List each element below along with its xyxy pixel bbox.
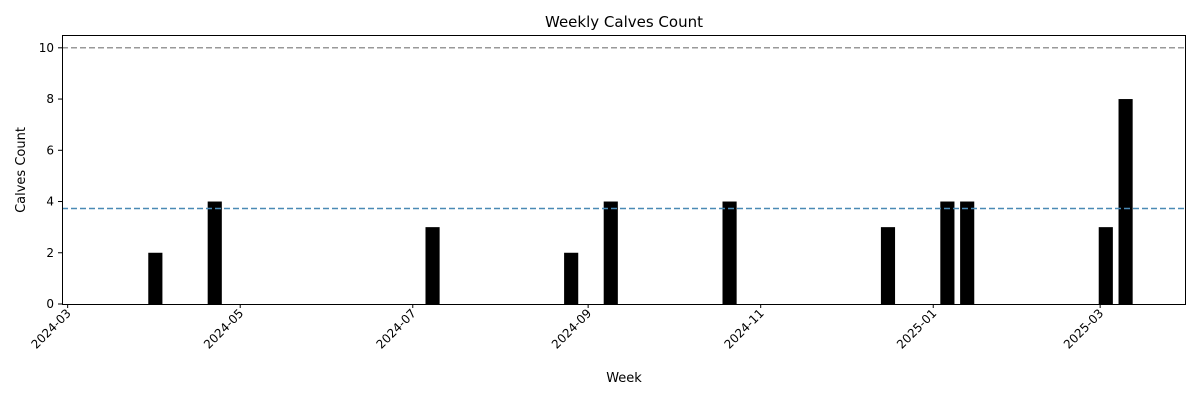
y-tick-label: 10 xyxy=(39,41,54,55)
y-axis-label: Calves Count xyxy=(14,127,29,213)
chart-title: Weekly Calves Count xyxy=(545,13,703,31)
bar xyxy=(722,201,737,304)
plot-frame xyxy=(62,35,1186,305)
bar xyxy=(880,227,896,304)
x-tick-label: 2024-05 xyxy=(201,306,246,351)
x-tick-label: 2024-11 xyxy=(721,306,766,351)
x-tick-label: 2025-03 xyxy=(1061,306,1106,351)
y-tick-label: 4 xyxy=(46,195,54,209)
bar xyxy=(425,227,440,304)
bar xyxy=(960,201,975,304)
bar xyxy=(1098,227,1113,304)
bar xyxy=(564,252,579,304)
bar xyxy=(940,201,955,304)
x-tick-label: 2025-01 xyxy=(894,306,939,351)
bar xyxy=(148,252,163,304)
bar xyxy=(207,201,222,304)
y-tick-label: 0 xyxy=(46,297,54,311)
y-tick-label: 2 xyxy=(46,246,54,260)
y-tick-label: 8 xyxy=(46,92,54,106)
bar xyxy=(603,201,618,304)
plot-area xyxy=(62,47,1185,304)
bar xyxy=(1118,99,1133,304)
x-tick-label: 2024-09 xyxy=(549,306,594,351)
x-tick-label: 2024-03 xyxy=(28,306,73,351)
x-tick-label: 2024-07 xyxy=(374,306,419,351)
y-tick-label: 6 xyxy=(46,143,54,157)
x-axis-label: Week xyxy=(606,371,642,386)
